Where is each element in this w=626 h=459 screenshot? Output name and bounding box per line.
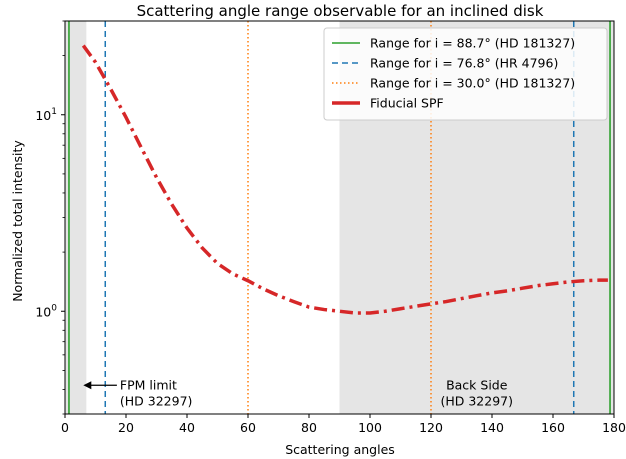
x-tick-label: 80 — [301, 420, 317, 435]
legend-entry-label: Range for i = 30.0° (HD 181327) — [370, 76, 575, 91]
annotation-1: Back Side (HD 32297) — [440, 377, 513, 408]
legend-entry-label: Range for i = 88.7° (HD 181327) — [370, 36, 575, 51]
legend: Range for i = 88.7° (HD 181327) Range for… — [323, 27, 608, 121]
series-layer — [81, 44, 608, 315]
chart-title: Scattering angle range observable for an… — [137, 2, 544, 20]
x-tick-label: 160 — [541, 420, 565, 435]
series-line-fiducial-spf — [81, 44, 608, 315]
y-axis-label: Normalized total intensity — [10, 140, 25, 302]
legend-entry-label: Range for i = 76.8° (HR 4796) — [370, 56, 558, 71]
x-tick-label: 180 — [602, 420, 626, 435]
annotation-arrow-head — [83, 381, 92, 390]
x-tick-label: 40 — [179, 420, 195, 435]
legend-entry-label: Fiducial SPF — [370, 96, 444, 111]
y-tick-label: 101 — [35, 107, 57, 123]
legend-box — [323, 27, 608, 121]
annotation-0: FPM limit (HD 32297) — [120, 377, 193, 408]
x-axis-label: Scattering angles — [285, 442, 395, 457]
x-tick-label: 60 — [240, 420, 256, 435]
x-axis-ticks: 0 20 40 60 80 100 120 140 160 180 — [61, 414, 626, 435]
x-tick-label: 20 — [118, 420, 134, 435]
x-tick-label: 120 — [419, 420, 443, 435]
y-axis-ticks: 100 101 — [35, 20, 65, 415]
x-tick-label: 140 — [480, 420, 504, 435]
shaded-region-0 — [65, 21, 87, 414]
x-tick-label: 0 — [61, 420, 69, 435]
x-tick-label: 100 — [358, 420, 382, 435]
y-tick-label: 100 — [35, 303, 57, 319]
annotations: FPM limit (HD 32297) Back Side (HD 32297) — [83, 377, 513, 408]
